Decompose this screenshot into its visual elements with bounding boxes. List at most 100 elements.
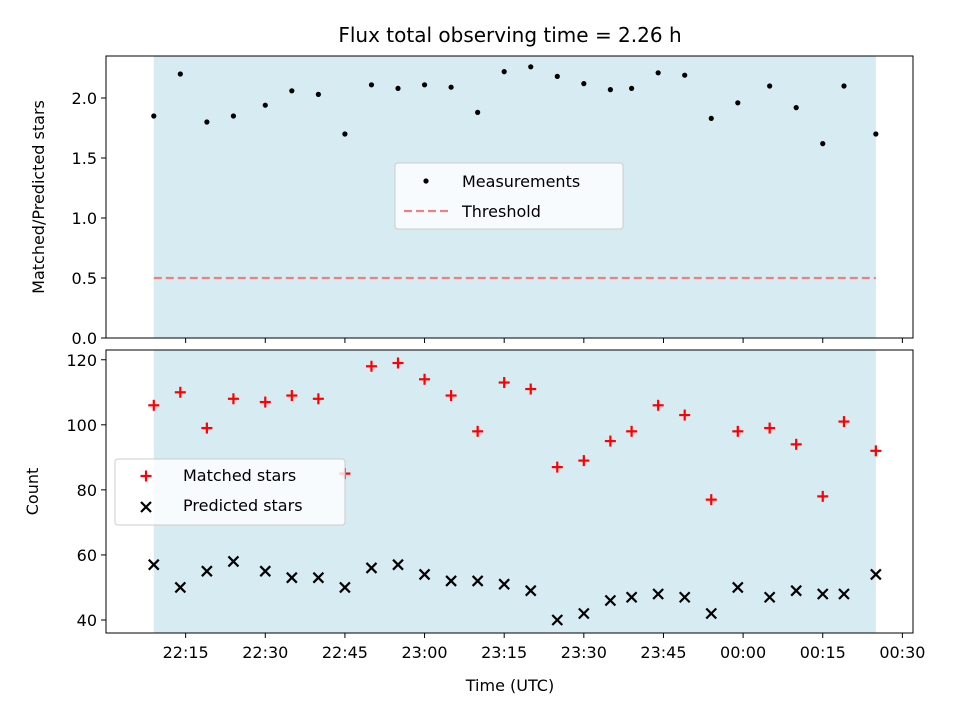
predicted-star-point: [625, 591, 638, 603]
x-tick-label: 23:45: [640, 643, 686, 662]
matched-star-point: [764, 422, 776, 434]
measurement-point: [501, 69, 507, 75]
matched-star-points: [148, 357, 882, 506]
y-tick-label: 40: [77, 611, 97, 630]
predicted-star-point: [445, 575, 457, 587]
matched-star-point: [392, 357, 404, 369]
matched-star-point: [201, 422, 213, 434]
y-tick-label: 1.5: [72, 149, 97, 168]
matched-star-point: [472, 425, 484, 437]
predicted-star-point: [870, 568, 882, 581]
measurement-point: [475, 109, 481, 115]
predicted-star-point: [259, 565, 272, 577]
legend-threshold-label: Threshold: [461, 202, 541, 221]
measurement-point: [395, 85, 401, 91]
y-tick-label: 2.0: [72, 89, 97, 108]
matched-star-point: [790, 438, 802, 450]
matched-star-point: [578, 455, 590, 467]
predicted-star-point: [763, 591, 776, 603]
y-tick-label: 80: [77, 481, 97, 500]
predicted-star-point: [838, 588, 850, 600]
top-legend: Measurements Threshold: [394, 162, 624, 230]
x-tick-label: 00:00: [720, 643, 766, 662]
measurement-point: [528, 64, 534, 70]
measurement-point: [607, 87, 613, 93]
measurement-point: [315, 91, 321, 97]
predicted-star-point: [392, 558, 404, 571]
top-legend-box: [394, 162, 624, 230]
top-x-ticks: [185, 338, 903, 343]
top-axes-frame: [105, 55, 914, 339]
predicted-star-point: [678, 591, 691, 603]
matched-star-point: [148, 399, 160, 411]
measurement-point: [342, 131, 348, 137]
bottom-y-ticks: 40 60 80 100 120: [66, 351, 106, 630]
matched-star-point: [445, 390, 457, 402]
matched-star-point: [365, 360, 377, 372]
top-panel: 0.00.51.01.52.0 Matched/Predicted stars …: [29, 55, 914, 348]
matched-star-point: [174, 386, 186, 398]
x-tick-label: 23:00: [401, 643, 447, 662]
measurement-point: [204, 119, 210, 125]
matched-star-point: [679, 409, 691, 421]
measurement-point: [629, 85, 635, 91]
measurement-point: [841, 83, 847, 89]
measurement-point: [421, 82, 428, 88]
matched-star-point: [817, 490, 829, 502]
measurement-point: [368, 82, 375, 88]
predicted-star-point: [578, 607, 590, 620]
y-tick-label: 0.0: [72, 329, 97, 348]
matched-star-point: [419, 373, 431, 385]
predicted-star-point: [551, 614, 564, 626]
predicted-star-point: [790, 584, 802, 597]
top-y-ticks: 0.0 0.5 1.0 1.5 2.0: [72, 89, 106, 348]
y-tick-label: 120: [66, 351, 97, 370]
predicted-star-point: [604, 594, 617, 607]
predicted-star-point: [705, 607, 718, 620]
measurement-point: [873, 131, 879, 137]
matched-star-point: [286, 390, 298, 402]
matched-star-point: [604, 435, 616, 447]
x-tick-label: 22:30: [242, 643, 288, 662]
x-tick-label: 00:30: [879, 643, 925, 662]
matched-star-point: [498, 377, 510, 389]
legend-matched-label: Matched stars: [183, 466, 296, 485]
predicted-star-point: [471, 575, 484, 587]
legend-matched-marker: [140, 470, 152, 482]
bottom-panel: 40 60 80 100 120 22:15 22:30 22:45 23:00 23:15 23…: [23, 349, 925, 695]
measurement-point: [820, 141, 826, 147]
bottom-legend: Matched stars Predicted stars: [114, 458, 346, 526]
matched-star-point: [626, 425, 638, 437]
measurement-point: [655, 70, 661, 76]
measurement-point: [177, 71, 183, 77]
measurement-point: [735, 100, 741, 106]
x-tick-label: 00:15: [800, 643, 846, 662]
matched-star-point: [551, 461, 563, 473]
legend-predicted-label: Predicted stars: [183, 496, 303, 515]
legend-cross: [140, 501, 152, 513]
legend-plus: [140, 470, 152, 482]
predicted-star-point: [339, 581, 351, 594]
measurement-point: [448, 84, 454, 90]
measurement-point: [151, 113, 157, 119]
predicted-star-point: [498, 578, 510, 590]
predicted-star-point: [365, 562, 378, 574]
x-tick-label: 23:15: [481, 643, 527, 662]
matched-star-point: [227, 393, 239, 405]
matched-star-point: [705, 494, 717, 506]
predicted-star-point: [732, 581, 744, 594]
bottom-legend-box: [114, 458, 346, 526]
measurement-point: [289, 88, 295, 94]
measurement-point: [708, 115, 714, 121]
predicted-star-point: [286, 571, 298, 584]
matched-star-point: [870, 445, 882, 457]
matched-star-point: [259, 396, 271, 408]
y-tick-label: 1.0: [72, 209, 97, 228]
measurement-point: [581, 81, 587, 87]
predicted-star-points: [148, 555, 882, 626]
predicted-star-point: [816, 588, 829, 600]
matched-star-point: [838, 416, 850, 428]
top-y-axis-label: Matched/Predicted stars: [29, 100, 48, 294]
predicted-star-point: [227, 555, 240, 568]
